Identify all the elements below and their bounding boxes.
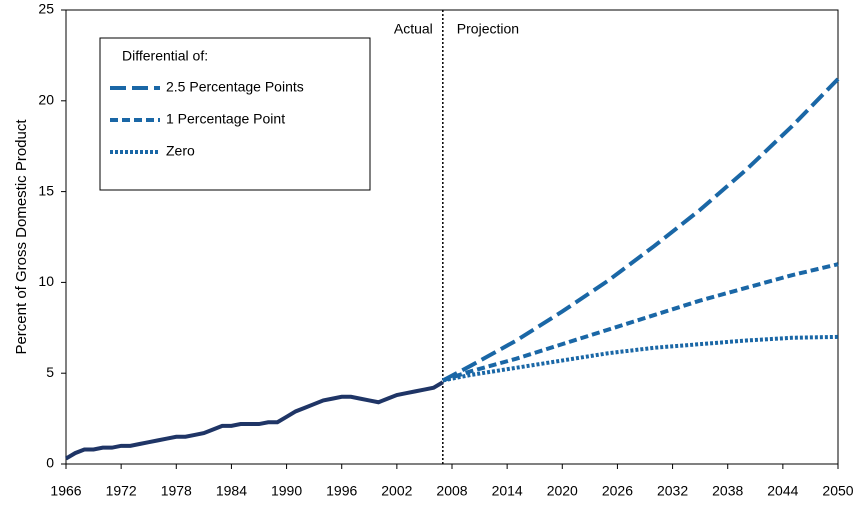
y-tick-label: 0 [46, 455, 54, 471]
y-tick-label: 5 [46, 364, 54, 380]
x-tick-label: 1996 [326, 483, 357, 499]
series-line [442, 262, 839, 383]
legend-label: Zero [166, 143, 195, 159]
x-tick-label: 1978 [161, 483, 192, 499]
x-tick-label: 1972 [106, 483, 137, 499]
x-tick-label: 2038 [712, 483, 743, 499]
legend-title: Differential of: [122, 48, 208, 64]
series-line [442, 334, 839, 383]
legend-label: 1 Percentage Point [166, 111, 285, 127]
annotation: Actual [394, 21, 433, 37]
annotation: Projection [457, 21, 519, 37]
x-tick-label: 2026 [602, 483, 633, 499]
x-tick-label: 2008 [436, 483, 467, 499]
series-line [441, 77, 840, 383]
legend-box [99, 37, 371, 191]
x-tick-label: 2050 [822, 483, 853, 499]
x-tick-label: 2044 [767, 483, 798, 499]
x-tick-label: 2002 [381, 483, 412, 499]
y-tick-label: 25 [38, 1, 54, 17]
x-tick-label: 1966 [50, 483, 81, 499]
x-tick-label: 1990 [271, 483, 302, 499]
legend-label: 2.5 Percentage Points [166, 79, 304, 95]
x-tick-label: 2032 [657, 483, 688, 499]
x-tick-label: 1984 [216, 483, 247, 499]
y-tick-label: 10 [38, 273, 54, 289]
y-tick-label: 15 [38, 182, 54, 198]
x-tick-label: 2014 [492, 483, 523, 499]
y-axis-label: Percent of Gross Domestic Product [13, 119, 30, 355]
series-line [64, 380, 444, 461]
x-tick-label: 2020 [547, 483, 578, 499]
y-tick-label: 20 [38, 92, 54, 108]
